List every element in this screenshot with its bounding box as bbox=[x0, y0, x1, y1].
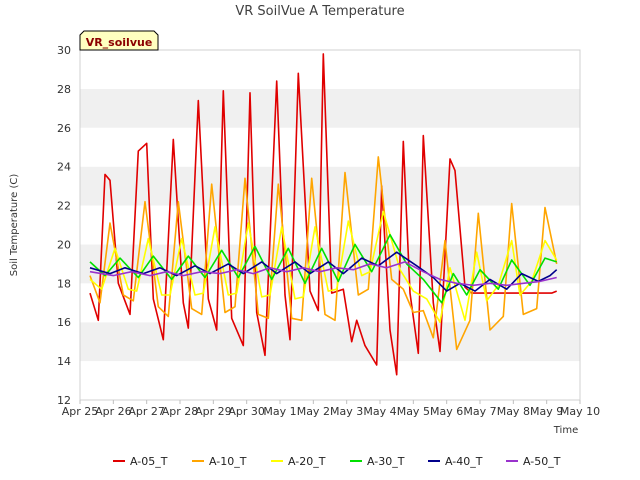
grid-band bbox=[80, 88, 580, 128]
y-tick-label: 28 bbox=[57, 83, 71, 96]
y-tick-label: 20 bbox=[57, 238, 71, 251]
x-tick-label: Apr 25 bbox=[62, 405, 99, 418]
x-axis-label: Time bbox=[553, 425, 578, 436]
x-tick-label: May 8 bbox=[497, 405, 530, 418]
grid-band bbox=[80, 322, 580, 362]
x-tick-label: Apr 26 bbox=[95, 405, 132, 418]
x-tick-label: Apr 30 bbox=[228, 405, 265, 418]
y-tick-label: 30 bbox=[57, 44, 71, 57]
x-tick-label: Apr 27 bbox=[128, 405, 165, 418]
x-tick-label: May 9 bbox=[530, 405, 563, 418]
x-tick-label: Apr 28 bbox=[162, 405, 199, 418]
series-line-a-20-t bbox=[89, 210, 558, 324]
series-line-a-50-t bbox=[89, 261, 557, 287]
y-axis-label: Soil Temperature (C) bbox=[9, 174, 20, 277]
series-line-a-05-t bbox=[89, 53, 557, 376]
legend-label: A-05_T bbox=[130, 455, 168, 468]
legend-label: A-50_T bbox=[523, 455, 561, 468]
y-tick-label: 16 bbox=[57, 316, 71, 329]
x-tick-label: May 10 bbox=[560, 405, 600, 418]
station-badge: VR_soilvue bbox=[79, 30, 159, 51]
y-axis-ticks: 12 14 16 18 20 22 24 26 28 30 bbox=[57, 44, 71, 407]
grid-band bbox=[80, 361, 580, 400]
x-tick-label: May 4 bbox=[363, 405, 396, 418]
y-tick-label: 14 bbox=[57, 355, 71, 368]
x-tick-label: May 3 bbox=[330, 405, 363, 418]
legend-label: A-20_T bbox=[288, 455, 326, 468]
y-tick-label: 26 bbox=[57, 122, 71, 135]
grid-band bbox=[80, 283, 580, 323]
x-tick-label: May 1 bbox=[263, 405, 296, 418]
station-badge-label: VR_soilvue bbox=[86, 36, 153, 49]
x-tick-label: May 2 bbox=[297, 405, 330, 418]
series-line-a-30-t bbox=[89, 233, 557, 304]
series-line-a-10-t bbox=[89, 156, 558, 351]
x-tick-label: May 6 bbox=[430, 405, 463, 418]
legend: A-05_T A-10_T A-20_T A-30_T A-40_T A-50_T bbox=[113, 455, 561, 468]
plot-area bbox=[79, 49, 581, 401]
series-lines bbox=[89, 53, 558, 376]
x-tick-label: May 7 bbox=[463, 405, 496, 418]
grid-band bbox=[80, 166, 580, 206]
grid-band bbox=[80, 127, 580, 167]
y-tick-label: 12 bbox=[57, 394, 71, 407]
legend-label: A-30_T bbox=[367, 455, 405, 468]
legend-label: A-10_T bbox=[209, 455, 247, 468]
x-tick-label: Apr 29 bbox=[195, 405, 232, 418]
y-tick-label: 24 bbox=[57, 161, 71, 174]
x-tick-label: May 5 bbox=[397, 405, 430, 418]
y-tick-label: 22 bbox=[57, 200, 71, 213]
y-tick-label: 18 bbox=[57, 277, 71, 290]
grid-band bbox=[80, 50, 580, 89]
legend-label: A-40_T bbox=[445, 455, 483, 468]
station-badge-box bbox=[79, 30, 159, 51]
chart-title: VR SoilVue A Temperature bbox=[235, 4, 404, 19]
